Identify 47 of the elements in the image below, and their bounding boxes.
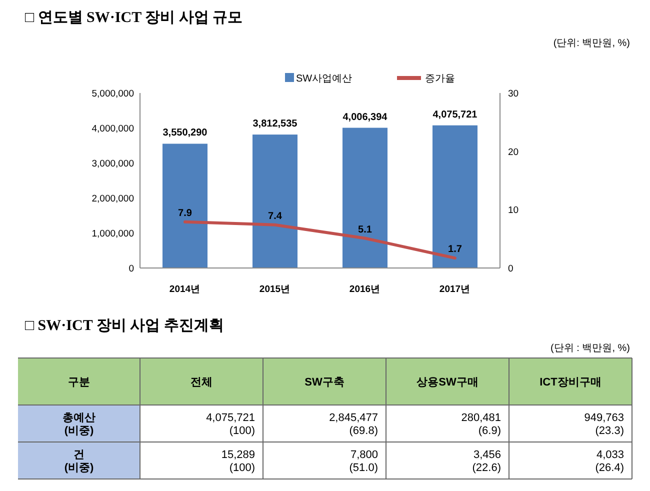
text: (단위 : 백만원, %): [550, 343, 630, 354]
y2-tick-label: 30: [508, 88, 519, 100]
data-label: 5.1: [358, 224, 372, 236]
text: (단위: 백만원, %): [553, 38, 630, 49]
y-tick-label: 5,000,000: [92, 88, 134, 100]
bar: [432, 125, 478, 268]
y-axis-title: 구분: [68, 376, 90, 388]
data-label: 4,075,721: [432, 109, 478, 120]
y-tick-label: 총예산 (비중): [62, 412, 96, 437]
data-label: 7.9: [178, 208, 192, 219]
text: 15,289 (100): [221, 449, 255, 474]
x-tick-label: ICT장비구매: [540, 376, 602, 388]
legend-label: 증가율: [425, 74, 455, 84]
y2-tick-label: 20: [508, 146, 519, 158]
y-tick-label: 2,000,000: [92, 194, 134, 204]
y-tick-label: 4,000,000: [92, 124, 134, 134]
x-tick-label: 상용SW구매: [416, 376, 478, 388]
bar: [252, 134, 298, 268]
bar: [162, 144, 208, 268]
text: 949,763 (23.3): [584, 412, 624, 437]
y-tick-label: 0: [128, 264, 134, 274]
text: 2,845,477 (69.8): [329, 412, 378, 437]
y2-tick-label: 10: [508, 205, 519, 216]
chart-title: □ 연도별 SW·ICT 장비 사업 규모: [25, 10, 243, 26]
data-label: 7.4: [268, 210, 282, 222]
y-tick-label: 건 (비중): [64, 449, 94, 474]
text: 4,033 (26.4): [595, 449, 624, 474]
text: 3,456 (22.6): [472, 449, 501, 474]
y2-tick-label: 0: [508, 264, 514, 274]
x-tick-label: 2016년: [349, 284, 381, 295]
x-tick-label: 2014년: [169, 284, 201, 295]
x-tick-label: 전체: [190, 376, 212, 388]
data-label: 3,812,535: [252, 118, 298, 130]
y-tick-label: 3,000,000: [92, 158, 134, 170]
data-label: 1.7: [448, 244, 462, 256]
bar: [342, 128, 388, 268]
text: 280,481 (6.9): [461, 412, 501, 437]
text: 7,800 (51.0): [349, 449, 378, 474]
x-tick-label: SW구축: [304, 376, 344, 388]
x-tick-label: 2017년: [439, 284, 471, 295]
text: 4,075,721 (100): [206, 412, 255, 437]
chart-title: □ SW·ICT 장비 사업 추진계획: [25, 318, 224, 334]
x-tick-label: 2015년: [259, 284, 291, 295]
data-label: 3,550,290: [162, 128, 208, 139]
data-label: 4,006,394: [342, 112, 388, 123]
y-tick-label: 1,000,000: [92, 228, 134, 240]
legend-label: SW사업예산: [296, 74, 352, 84]
